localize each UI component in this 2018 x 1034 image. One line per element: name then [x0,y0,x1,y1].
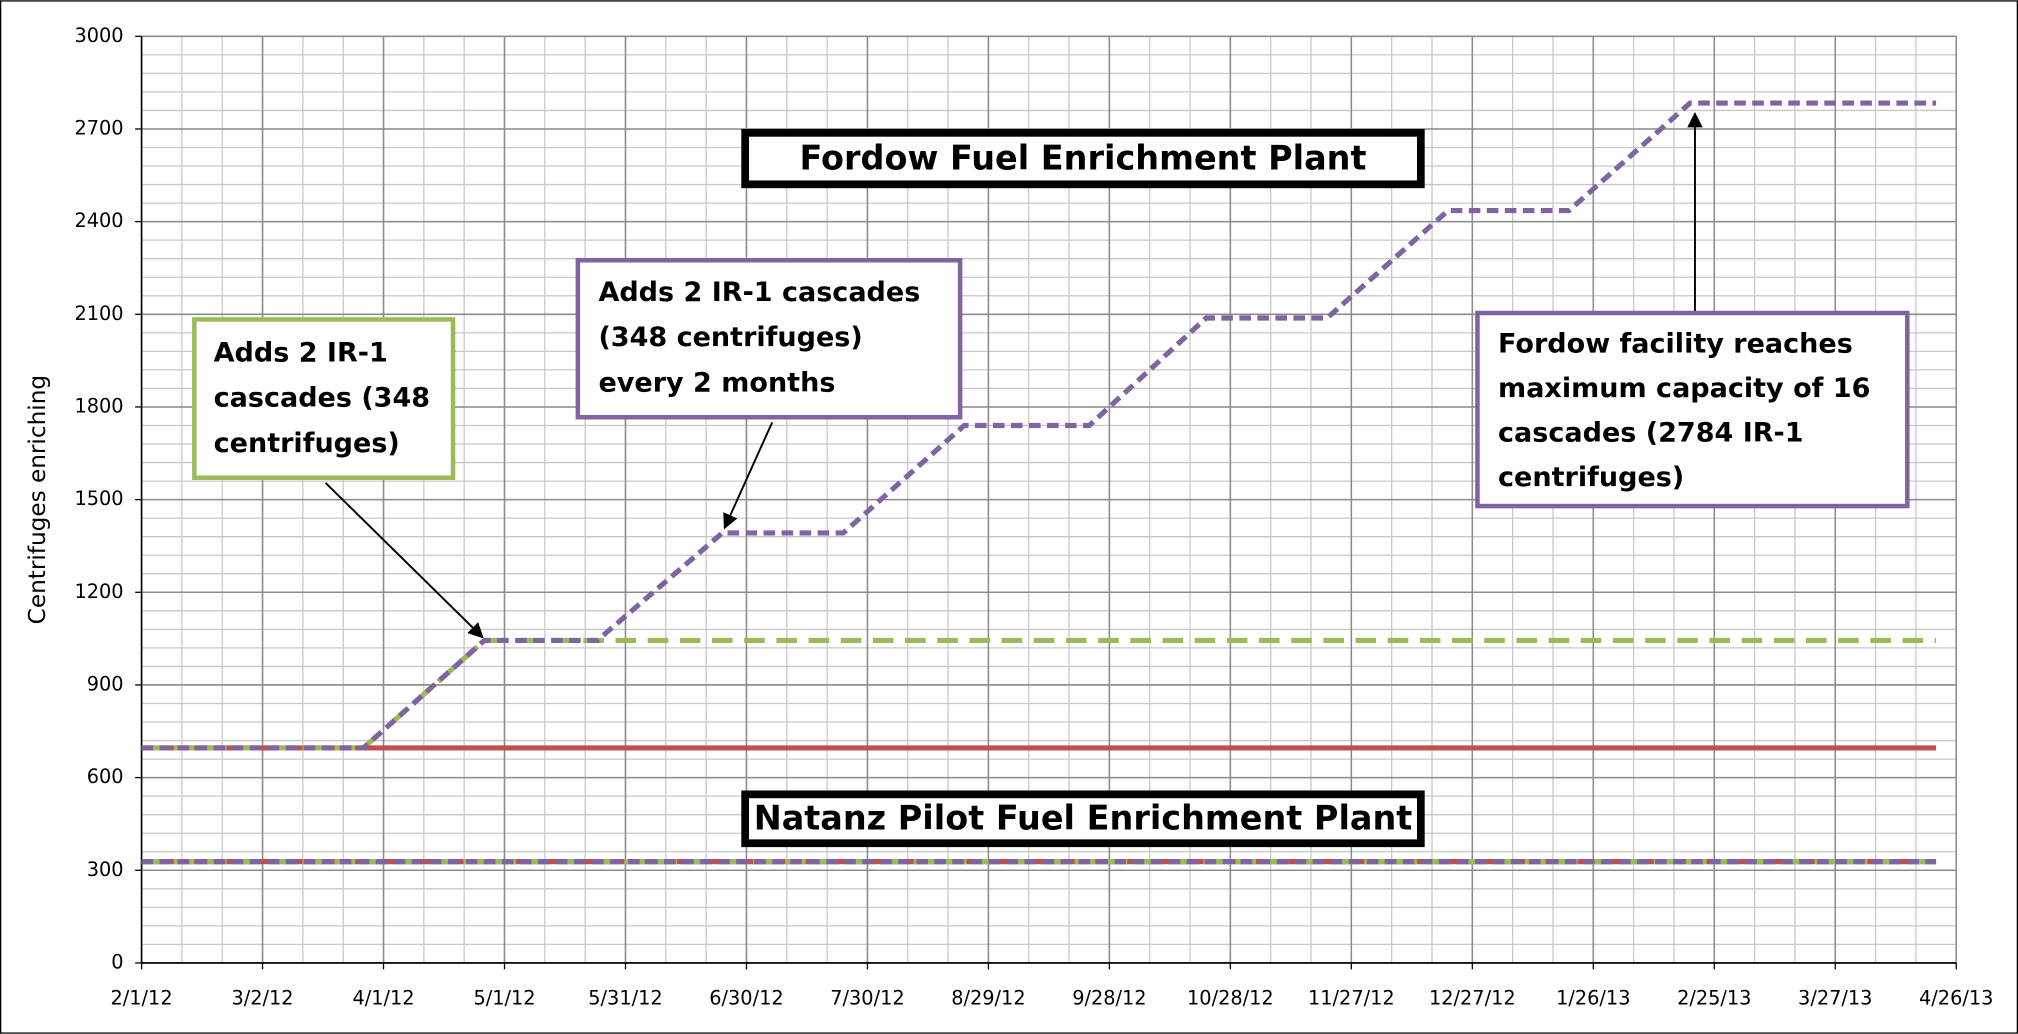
annotation-text: (348 centrifuges) [598,322,862,353]
y-tick-label: 2400 [74,209,123,232]
x-tick-label: 5/1/12 [473,986,535,1009]
annotation-text: every 2 months [598,367,835,398]
y-tick-label: 900 [87,672,124,695]
annotation-text: Adds 2 IR-1 cascades [598,277,920,308]
annotation-arrow [723,422,774,530]
annotation-text: cascades (2784 IR-1 [1498,417,1804,448]
x-tick-label: 2/25/13 [1677,986,1751,1009]
annotation-box [192,317,456,480]
annotation-box [575,257,963,420]
x-tick-label: 4/1/12 [352,986,414,1009]
plant-label: Natanz Pilot Fuel Enrichment Plant [754,799,1413,838]
x-tick-label: 9/28/12 [1072,986,1146,1009]
annotation-text: maximum capacity of 16 [1498,373,1870,404]
x-tick-label: 7/30/12 [830,986,904,1009]
y-tick-label: 3000 [74,24,123,47]
y-tick-label: 600 [87,765,124,788]
plant-label-box [741,128,1425,189]
plant-label: Fordow Fuel Enrichment Plant [800,138,1367,177]
x-tick-label: 10/28/12 [1187,986,1274,1009]
annotation-text: centrifuges) [1498,462,1684,493]
annotation-box [1475,310,1910,509]
annotation-text: cascades (348 [214,383,430,414]
x-tick-label: 1/26/13 [1556,986,1630,1009]
x-tick-label: 3/2/12 [231,986,293,1009]
x-tick-label: 4/26/13 [1919,986,1993,1009]
series-line [141,100,1937,751]
x-tick-label: 5/31/12 [588,986,662,1009]
x-tick-label: 11/27/12 [1308,986,1395,1009]
y-tick-label: 1800 [74,394,123,417]
annotation-text: Adds 2 IR-1 [214,338,388,369]
plant-label-box [741,790,1425,848]
x-tick-label: 3/27/13 [1798,986,1872,1009]
x-tick-label: 12/27/12 [1429,986,1516,1009]
annotation-text: centrifuges) [214,428,400,459]
x-tick-label: 6/30/12 [709,986,783,1009]
y-tick-label: 2700 [74,116,123,139]
annotation-arrow [324,482,484,639]
y-tick-label: 300 [87,858,124,881]
y-axis-label: Centrifuges enriching [25,375,51,624]
x-tick-label: 8/29/12 [951,986,1025,1009]
annotation-text: Fordow facility reaches [1498,329,1853,360]
y-tick-label: 1200 [74,580,123,603]
y-tick-label: 1500 [74,487,123,510]
x-tick-label: 2/1/12 [111,986,173,1009]
y-tick-label: 0 [111,950,123,973]
y-tick-label: 2100 [74,302,123,325]
